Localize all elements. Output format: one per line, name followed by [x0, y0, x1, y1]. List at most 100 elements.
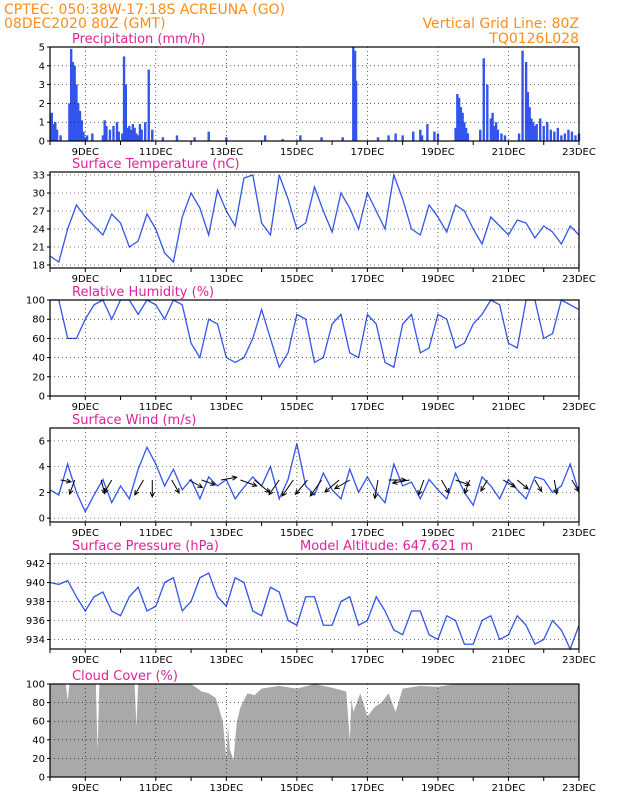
precip-bar	[479, 129, 482, 141]
panel-humidity: 0 20 40 60 80 100 9DEC 11DEC 13DEC 15DEC 17DEC 19DE…	[26, 285, 596, 413]
x-tick-label: 21DEC	[492, 402, 526, 413]
wind-arrow	[324, 479, 340, 493]
x-tick-label: 23DEC	[562, 783, 596, 794]
x-tick-label: 19DEC	[421, 147, 455, 158]
y-tick-label: 20	[32, 372, 45, 383]
panel-wind: 0 2 4 6 9DEC 11DEC 13DEC 15DEC 17DEC 19DEC 21DEC 23…	[39, 413, 596, 539]
wind-arrow-head	[197, 483, 204, 489]
precip-bar	[144, 122, 147, 141]
precip-bar	[456, 94, 459, 141]
wind-arrow-shaft	[220, 476, 237, 481]
x-tick-label: 13DEC	[209, 655, 243, 666]
precip-bar	[136, 135, 140, 141]
panel-cloud-cover: 0 20 40 60 80 100 9DEC 11DEC 13DEC 15DEC 17DEC 19DE…	[26, 669, 596, 794]
wind-arrow-shaft	[134, 479, 144, 496]
wind-arrow	[455, 479, 471, 487]
wind-arrow-shaft	[374, 479, 379, 499]
precip-bar	[457, 97, 461, 141]
wind-arrow-head	[209, 480, 216, 486]
precip-bar	[50, 112, 53, 141]
precip-bar	[207, 131, 210, 141]
wind-arrow-head	[510, 482, 517, 488]
x-tick-label: 19DEC	[421, 655, 455, 666]
wind-arrow-head	[149, 492, 155, 498]
precip-bar	[68, 103, 71, 141]
x-tick-label: 19DEC	[421, 274, 455, 285]
y-tick-label: 6	[39, 436, 45, 447]
wind-arrow-shaft	[281, 479, 294, 497]
y-tick-label: 0	[39, 137, 45, 148]
wind-arrow	[68, 479, 76, 496]
precip-bar	[78, 110, 82, 141]
x-tick-label: 21DEC	[492, 655, 526, 666]
x-tick-label: 19DEC	[421, 528, 455, 539]
wind-arrow	[294, 479, 308, 496]
wind-arrow	[171, 479, 180, 494]
precip-bar	[151, 129, 154, 141]
precip-bar	[59, 135, 62, 141]
precip-bar	[546, 122, 549, 141]
y-tick-label: 40	[32, 353, 45, 364]
wind-arrow-shaft	[309, 479, 322, 497]
panel-precipitation: 0 1 2 3 4 5 9DEC 11DEC 13DEC 15DEC 17DEC 19DEC 21DEC…	[39, 32, 596, 158]
precip-bar	[412, 131, 415, 141]
wind-arrow	[372, 479, 379, 500]
precip-bar	[80, 120, 83, 141]
y-tick-label: 938	[26, 597, 45, 608]
precip-bar	[574, 135, 577, 141]
wind-arrow-shaft	[534, 479, 542, 492]
wind-arrow	[201, 479, 216, 486]
wind-arrow-head	[480, 486, 486, 493]
precip-bar	[503, 135, 507, 141]
x-tick-label: 9DEC	[72, 528, 99, 539]
x-tick-label: 15DEC	[280, 528, 314, 539]
plot-frame	[49, 553, 580, 650]
wind-arrow-head	[65, 478, 73, 484]
precip-bar	[147, 69, 150, 141]
wind-arrow	[391, 479, 410, 485]
x-tick-label: 17DEC	[351, 274, 385, 285]
x-tick-label: 13DEC	[209, 274, 243, 285]
panel-title: Relative Humidity (%)	[72, 285, 214, 300]
wind-arrow-shaft	[103, 479, 113, 494]
header-grid-line: Vertical Grid Line: 80Z	[423, 16, 579, 32]
wind-arrow-head	[553, 488, 559, 496]
wind-arrow-head	[464, 481, 471, 487]
x-tick-label: 17DEC	[351, 147, 385, 158]
header-date: 08DEC2020 80Z (GMT)	[4, 16, 166, 32]
wind-arrow-shaft	[441, 479, 450, 494]
wind-arrow	[441, 479, 450, 494]
precip-bar	[75, 84, 78, 141]
precip-bar	[563, 133, 567, 141]
wind-arrow-shaft	[69, 479, 76, 495]
precip-bar	[542, 125, 545, 141]
precip-bar	[496, 129, 500, 141]
wind-arrow-head	[391, 479, 398, 485]
y-tick-label: 80	[32, 315, 45, 326]
wind-arrow-shaft	[254, 479, 270, 493]
y-tick-label: 60	[32, 717, 45, 728]
precip-bar	[115, 122, 119, 141]
x-tick-label: 23DEC	[562, 147, 596, 158]
plot-area	[50, 300, 579, 396]
wind-arrow	[463, 479, 471, 495]
panel-title: Surface Wind (m/s)	[72, 413, 196, 428]
header-station: CPTEC: 050:38W-17:18S ACREUNA (GO)	[4, 2, 285, 18]
header-model: TQ0126L028	[488, 31, 579, 47]
precip-bar	[560, 135, 563, 141]
x-tick-label: 23DEC	[562, 402, 596, 413]
wind-arrow	[60, 478, 73, 484]
y-tick-label: 33	[32, 171, 45, 182]
precip-bar	[131, 124, 135, 141]
precip-bar	[401, 135, 404, 141]
precip-bar	[112, 125, 115, 141]
precip-bar	[521, 50, 524, 142]
x-tick-label: 19DEC	[421, 402, 455, 413]
x-tick-label: 15DEC	[280, 655, 314, 666]
wind-arrow-head	[294, 489, 301, 496]
wind-arrow-shaft	[464, 479, 471, 494]
wind-arrow-head	[523, 484, 529, 490]
precip-bar	[528, 107, 531, 141]
wind-arrow-head	[68, 489, 74, 496]
y-tick-label: 27	[32, 207, 45, 218]
